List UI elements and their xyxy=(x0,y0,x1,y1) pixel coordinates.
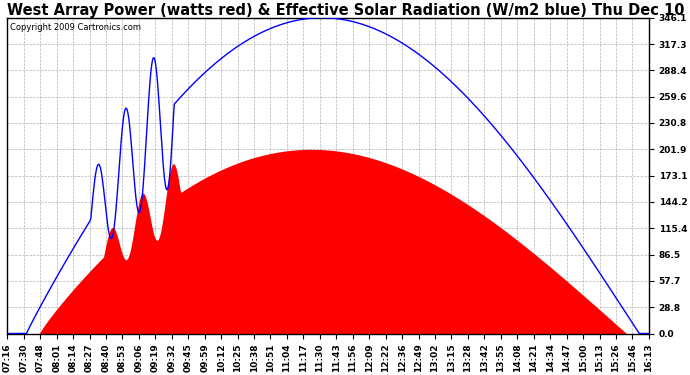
Text: Copyright 2009 Cartronics.com: Copyright 2009 Cartronics.com xyxy=(10,22,141,32)
Text: West Array Power (watts red) & Effective Solar Radiation (W/m2 blue) Thu Dec 10 : West Array Power (watts red) & Effective… xyxy=(8,3,690,18)
